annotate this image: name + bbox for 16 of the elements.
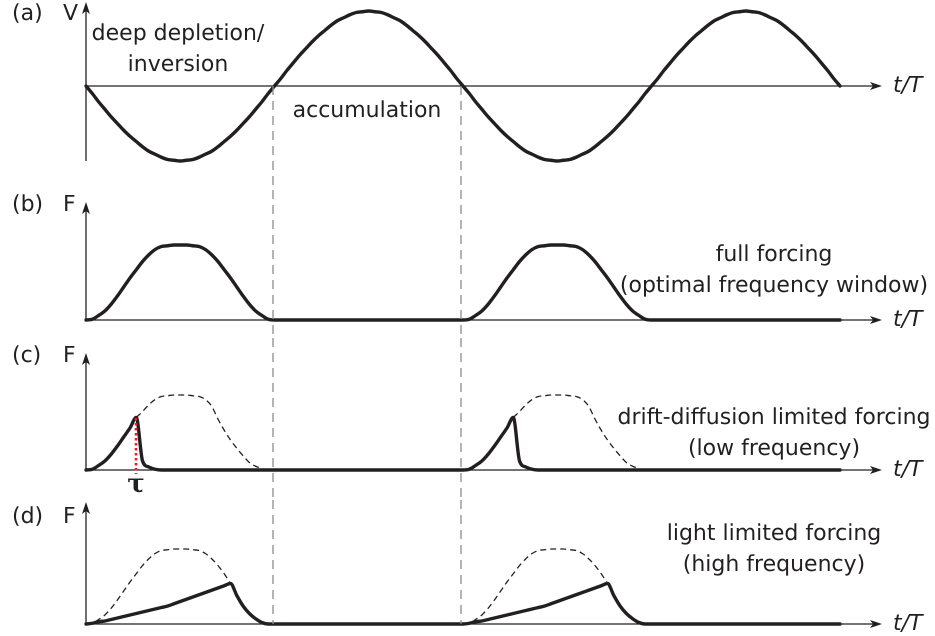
y-axis-title: V	[63, 1, 78, 27]
annotation: light limited forcing (high frequency)	[666, 520, 882, 578]
chart-title: (a)	[12, 1, 43, 27]
annotation: full forcing (optimal frequency window)	[620, 240, 928, 300]
x-axis-title: t/T	[893, 73, 922, 99]
y-axis-title: F	[63, 192, 76, 218]
chart-title: (b)	[12, 192, 44, 218]
y-axis-title: F	[63, 504, 76, 530]
x-axis-title: t/T	[893, 611, 922, 636]
chart-title: (d)	[12, 504, 44, 530]
chart-title: (c)	[12, 343, 42, 369]
x-axis-title: t/T	[893, 307, 922, 333]
annotation: deep depletion/ inversion	[92, 20, 264, 78]
y-axis-title: F	[63, 343, 76, 369]
annotation: accumulation	[292, 96, 442, 124]
annotation: τ	[127, 469, 145, 499]
